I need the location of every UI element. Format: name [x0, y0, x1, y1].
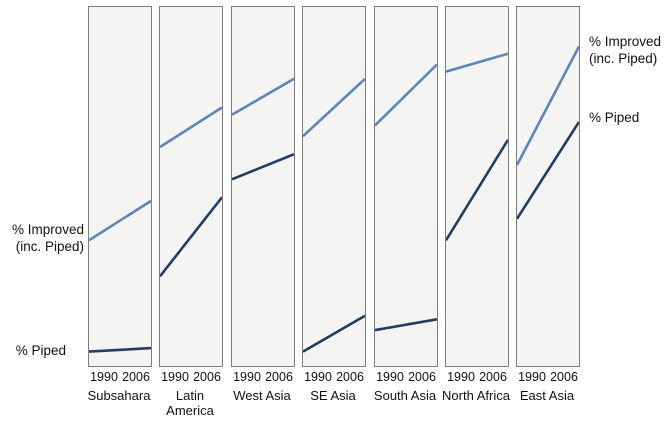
right-improved-label-line2: (inc. Piped) [589, 51, 658, 66]
improved-line [89, 199, 151, 242]
year-label: 2006 [122, 370, 150, 384]
left-improved-label-line1: % Improved [11, 222, 84, 237]
region-label-line: North Africa [442, 388, 510, 403]
year-label: 1990 [518, 370, 546, 384]
region-label-se-asia: SE Asia [288, 388, 378, 403]
region-label-subsahara: Subsahara [74, 388, 164, 403]
region-label-west-asia: West Asia [217, 388, 307, 403]
year-label: 2006 [336, 370, 364, 384]
improved-line [517, 45, 579, 166]
region-label-east-asia: East Asia [502, 388, 592, 403]
year-labels-north-africa: 1990 2006 [445, 370, 509, 385]
panel-west-asia [231, 6, 295, 367]
year-label: 1990 [304, 370, 332, 384]
year-label: 1990 [233, 370, 261, 384]
piped-line [375, 318, 437, 332]
region-label-north-africa: North Africa [431, 388, 521, 403]
region-label-line: America [166, 403, 214, 418]
year-labels-west-asia: 1990 2006 [231, 370, 295, 385]
region-label-line: Subsahara [87, 388, 151, 403]
improved-line [303, 77, 365, 138]
piped-line [89, 346, 151, 353]
piped-line [160, 196, 222, 278]
piped-line [303, 314, 365, 353]
panel-plot-east-asia [517, 45, 579, 220]
region-label-south-asia: South Asia [360, 388, 450, 403]
piped-line [232, 152, 294, 181]
year-labels-south-asia: 1990 2006 [374, 370, 438, 385]
region-label-latin-america: Latin America [145, 388, 235, 418]
left-piped-label: % Piped [15, 343, 66, 358]
year-label: 2006 [265, 370, 293, 384]
panel-plot-latin-america [160, 106, 222, 278]
year-label: 1990 [447, 370, 475, 384]
panel-latin-america [159, 6, 223, 367]
year-labels-latin-america: 1990 2006 [159, 370, 223, 385]
region-label-line: Latin [175, 388, 205, 403]
right-improved-label-line1: % Improved [589, 34, 662, 49]
year-label: 2006 [479, 370, 507, 384]
year-labels-subsahara: 1990 2006 [88, 370, 152, 385]
region-label-line: SE Asia [310, 388, 356, 403]
region-label-line: South Asia [373, 388, 437, 403]
year-label: 2006 [193, 370, 221, 384]
piped-line [517, 121, 579, 220]
improved-line [375, 63, 437, 127]
year-labels-se-asia: 1990 2006 [302, 370, 366, 385]
panel-east-asia [516, 6, 580, 367]
panel-se-asia [302, 6, 366, 367]
region-label-line: East Asia [519, 388, 575, 403]
year-label: 1990 [161, 370, 189, 384]
panel-south-asia [374, 6, 438, 367]
year-label: 2006 [408, 370, 436, 384]
panel-plot-subsahara [89, 199, 151, 353]
improved-line [446, 52, 508, 73]
improved-line [232, 77, 294, 116]
improved-line [160, 106, 222, 149]
panel-subsahara [88, 6, 152, 367]
region-label-line: West Asia [233, 388, 291, 403]
panel-plot-west-asia [232, 77, 294, 181]
panel-north-africa [445, 6, 509, 367]
left-improved-label-line2: (inc. Piped) [15, 239, 84, 254]
year-label: 1990 [90, 370, 118, 384]
piped-line [446, 139, 508, 241]
panel-plot-se-asia [303, 77, 365, 353]
year-label: 2006 [550, 370, 578, 384]
panel-plot-north-africa [446, 52, 508, 241]
year-label: 1990 [376, 370, 404, 384]
panel-plot-south-asia [375, 63, 437, 332]
left-improved-label: % Improved (inc. Piped) [12, 221, 84, 255]
year-labels-east-asia: 1990 2006 [516, 370, 580, 385]
right-improved-label: % Improved (inc. Piped) [589, 33, 661, 67]
right-piped-label: % Piped [589, 110, 640, 125]
